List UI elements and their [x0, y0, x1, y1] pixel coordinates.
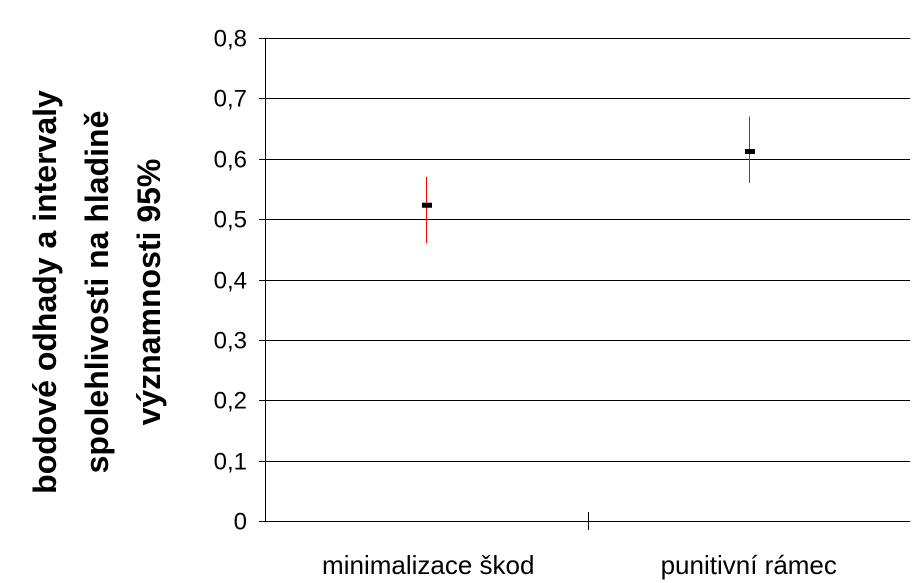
y-tick-label: 0,5	[214, 207, 247, 234]
y-tick-label: 0	[234, 509, 247, 536]
point-estimate	[422, 202, 432, 208]
y-tick-label: 0,6	[214, 147, 247, 174]
y-tick-label: 0,3	[214, 328, 247, 355]
y-tick-label: 0,7	[214, 86, 247, 113]
point-estimate	[745, 149, 755, 155]
ylabel-line-1: bodové odhady a intervaly	[27, 90, 63, 494]
x-category-labels: minimalizace škod punitivní rámec	[322, 550, 837, 580]
y-tick-label: 0,4	[214, 268, 247, 295]
y-tick-label: 0,2	[214, 388, 247, 415]
data-marks	[422, 116, 755, 244]
ylabel-line-3: významnosti 95%	[131, 159, 167, 426]
y-axis-label: bodové odhady a intervaly spolehlivosti …	[27, 90, 167, 494]
x-category-label: minimalizace škod	[322, 550, 534, 580]
axes	[259, 38, 910, 530]
y-tick-labels: 0 0,1 0,2 0,3 0,4 0,5 0,6 0,7 0,8	[214, 26, 247, 536]
y-tick-label: 0,1	[214, 449, 247, 476]
ylabel-line-2: spolehlivosti na hladině	[79, 111, 115, 474]
x-category-label: punitivní rámec	[661, 550, 837, 580]
y-tick-label: 0,8	[214, 26, 247, 53]
gridlines	[265, 38, 910, 462]
